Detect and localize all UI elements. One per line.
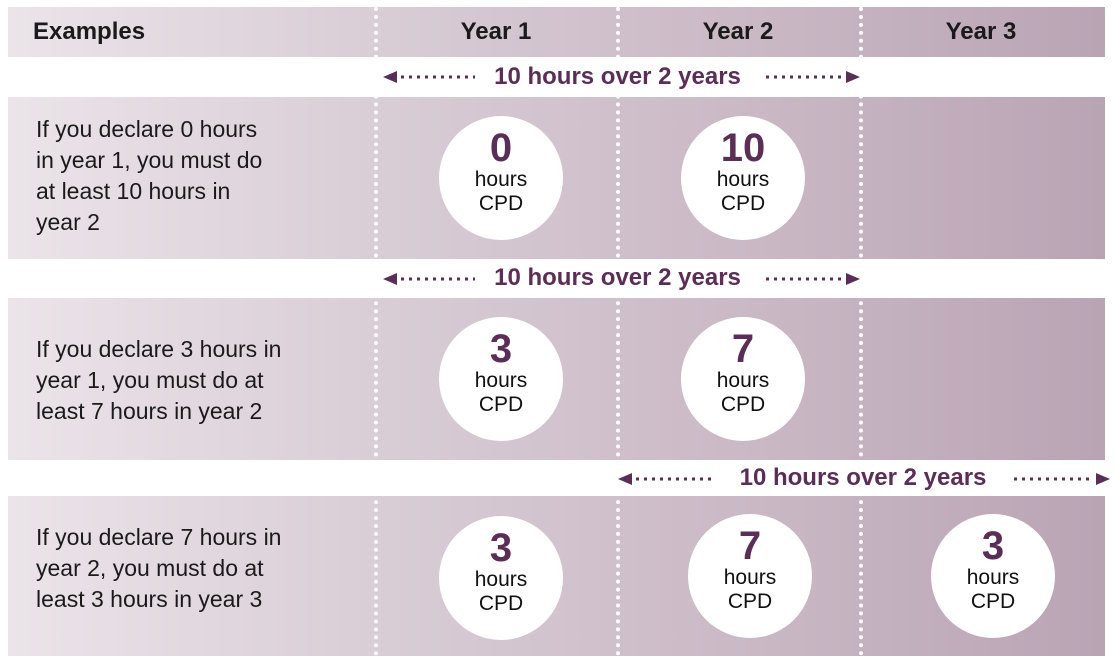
year-2-header: Year 2 <box>702 18 774 45</box>
column-divider-1 <box>374 7 378 656</box>
hours-unit: hours <box>474 168 528 191</box>
cpd-unit: CPD <box>478 592 524 615</box>
span-arrow-left-icon <box>383 71 475 83</box>
span-arrow-right-icon <box>766 273 860 285</box>
year-1-header: Year 1 <box>460 18 532 45</box>
row-3-description: If you declare 7 hours in year 2, you mu… <box>36 524 282 612</box>
span-label-1: 10 hours over 2 years <box>494 63 741 90</box>
hours-unit: hours <box>474 369 528 392</box>
span-arrow-right-icon <box>1014 473 1110 485</box>
cpd-unit: CPD <box>720 192 766 215</box>
cpd-unit: CPD <box>970 590 1016 613</box>
hours-unit: hours <box>716 168 770 191</box>
year-3-header: Year 3 <box>945 18 1017 45</box>
hours-value: 3 <box>489 327 513 371</box>
header-band <box>8 7 1105 57</box>
hours-value: 3 <box>489 526 513 570</box>
hours-value: 7 <box>731 327 755 371</box>
span-label-2: 10 hours over 2 years <box>494 264 741 291</box>
hours-unit: hours <box>716 369 770 392</box>
hours-unit: hours <box>474 568 528 591</box>
cpd-unit: CPD <box>478 393 524 416</box>
examples-header: Examples <box>33 18 146 45</box>
row-1-year-1-circle: 0 hours CPD <box>439 116 563 240</box>
hours-value: 3 <box>981 524 1005 568</box>
row-3-year-3-circle: 3 hours CPD <box>931 514 1055 638</box>
column-divider-2 <box>616 7 620 656</box>
span-arrow-right-icon <box>766 71 860 83</box>
row-2-description: If you declare 3 hours in year 1, you mu… <box>36 336 282 424</box>
span-arrow-left-icon <box>618 473 714 485</box>
row-2-year-2-circle: 7 hours CPD <box>681 317 805 441</box>
row-1-description: If you declare 0 hours in year 1, you mu… <box>36 116 263 235</box>
hours-value: 10 <box>720 126 766 170</box>
row-1-year-2-circle: 10 hours CPD <box>681 116 805 240</box>
cpd-unit: CPD <box>727 590 773 613</box>
hours-unit: hours <box>966 566 1020 589</box>
span-arrow-left-icon <box>383 273 475 285</box>
hours-value: 0 <box>489 126 513 170</box>
cpd-unit: CPD <box>720 393 766 416</box>
span-label-3: 10 hours over 2 years <box>739 464 987 491</box>
row-3-year-1-circle: 3 hours CPD <box>439 516 563 640</box>
hours-value: 7 <box>738 524 762 568</box>
hours-unit: hours <box>723 566 777 589</box>
cpd-unit: CPD <box>478 192 524 215</box>
column-divider-3 <box>859 7 863 656</box>
row-3-year-2-circle: 7 hours CPD <box>688 514 812 638</box>
row-2-year-1-circle: 3 hours CPD <box>439 317 563 441</box>
